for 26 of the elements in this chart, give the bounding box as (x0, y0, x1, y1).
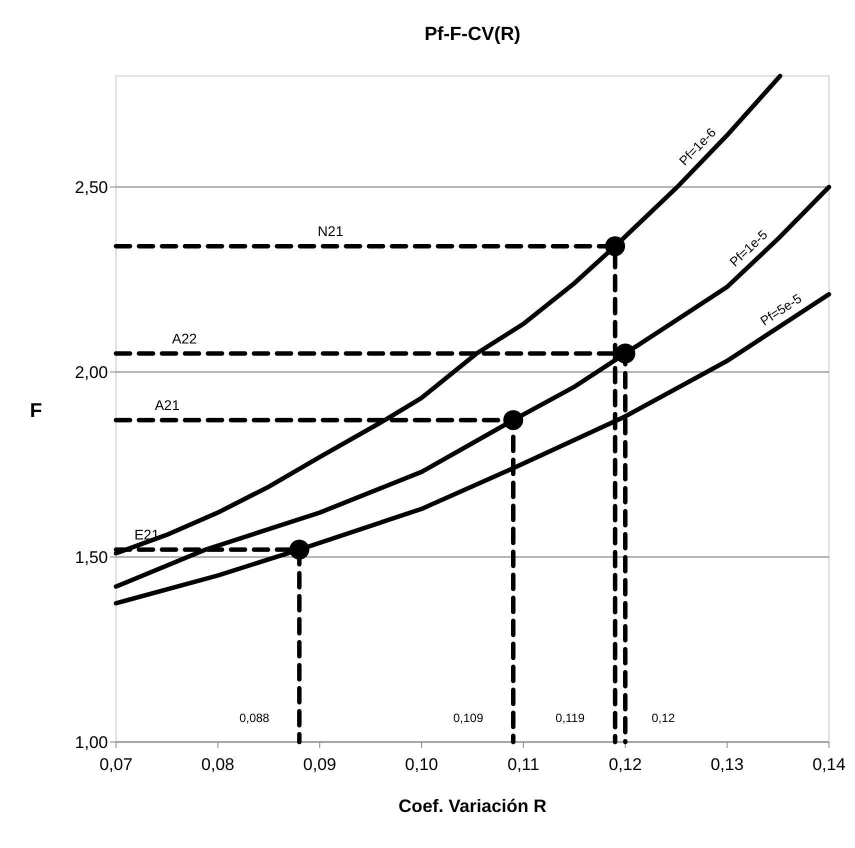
x-tick-label: 0,13 (710, 755, 744, 774)
chart-title: Pf-F-CV(R) (424, 24, 521, 45)
y-tick-label: 2,00 (74, 363, 108, 382)
x-tick-label: 0,12 (608, 755, 642, 774)
annotation: A22 (172, 330, 198, 346)
y-axis-title: F (30, 400, 42, 422)
point (289, 540, 310, 560)
x-axis-title: Coef. Variación R (398, 796, 547, 816)
y-tick-label: 1,50 (74, 548, 108, 567)
y-tick-label: 2,50 (74, 178, 108, 197)
annotation: 0,12 (652, 711, 676, 725)
annotation: 0,119 (556, 711, 585, 725)
point (605, 236, 626, 256)
annotation: 0,088 (239, 711, 270, 725)
y-tick-label: 1,00 (74, 733, 108, 752)
x-tick-label: 0,09 (303, 755, 336, 774)
x-tick-label: 0,10 (405, 755, 438, 774)
annotation: 0,109 (453, 711, 484, 725)
x-tick-label: 0,14 (812, 755, 846, 774)
x-tick-label: 0,11 (508, 755, 540, 774)
annotation: A21 (154, 397, 180, 414)
point (503, 410, 524, 430)
x-tick-label: 0,08 (201, 755, 234, 774)
annotation: N21 (318, 223, 344, 240)
x-tick-label: 0,07 (99, 755, 133, 774)
point (615, 344, 636, 364)
